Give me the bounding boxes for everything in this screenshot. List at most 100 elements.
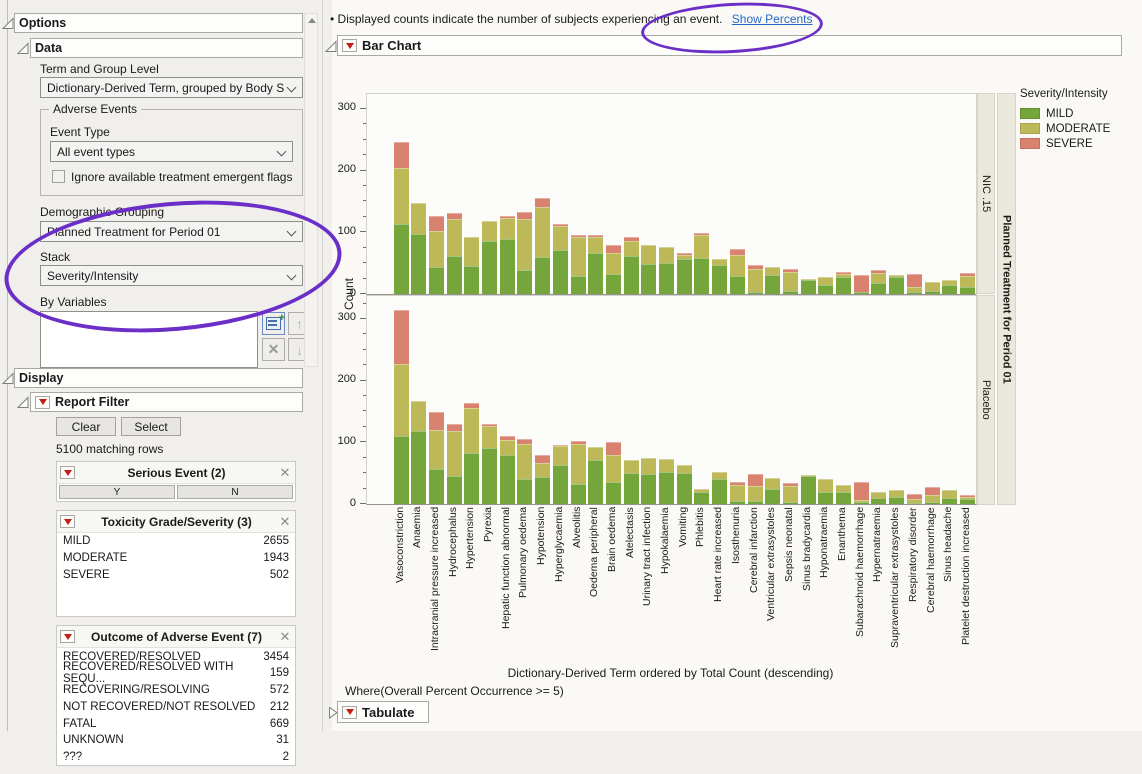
bar-segment-mild[interactable] bbox=[782, 501, 798, 504]
bar-segment-mild[interactable] bbox=[782, 290, 798, 294]
remove-button[interactable]: ✕ bbox=[262, 338, 285, 361]
event-type-dropdown[interactable]: All event types bbox=[50, 141, 293, 162]
bar-segment-moderate[interactable] bbox=[959, 496, 975, 500]
bar-segment-mild[interactable] bbox=[747, 500, 763, 504]
bar-segment-mild[interactable] bbox=[712, 265, 728, 294]
bar-segment-moderate[interactable] bbox=[765, 477, 781, 489]
bar-segment-severe[interactable] bbox=[393, 141, 409, 169]
bar-segment-mild[interactable] bbox=[871, 498, 887, 504]
bar-segment-moderate[interactable] bbox=[871, 273, 887, 283]
bar-segment-severe[interactable] bbox=[694, 232, 710, 236]
bar-segment-severe[interactable] bbox=[535, 197, 551, 208]
bar-segment-mild[interactable] bbox=[906, 502, 922, 504]
bar-segment-moderate[interactable] bbox=[747, 485, 763, 501]
bar-segment-mild[interactable] bbox=[676, 473, 692, 504]
bar-segment-mild[interactable] bbox=[853, 292, 869, 294]
bar-segment-mild[interactable] bbox=[446, 256, 462, 294]
bar-segment-mild[interactable] bbox=[712, 478, 728, 504]
bar-segment-severe[interactable] bbox=[959, 494, 975, 497]
bar-segment-moderate[interactable] bbox=[924, 281, 940, 291]
bar-segment-moderate[interactable] bbox=[446, 431, 462, 476]
filter-item-row[interactable]: UNKNOWN 31 bbox=[63, 734, 289, 747]
bar-segment-severe[interactable] bbox=[535, 454, 551, 464]
bar-segment-mild[interactable] bbox=[464, 453, 480, 504]
bar-segment-severe[interactable] bbox=[959, 273, 975, 277]
bar-segment-severe[interactable] bbox=[464, 402, 480, 408]
bar-segment-moderate[interactable] bbox=[800, 475, 816, 477]
tabulate-header[interactable]: Tabulate bbox=[337, 701, 429, 723]
bar-segment-moderate[interactable] bbox=[959, 276, 975, 288]
bar-segment-severe[interactable] bbox=[517, 439, 533, 444]
red-triangle-menu-icon[interactable] bbox=[342, 39, 357, 52]
bar-segment-mild[interactable] bbox=[535, 257, 551, 294]
bar-segment-mild[interactable] bbox=[659, 263, 674, 294]
bar-segment-severe[interactable] bbox=[747, 265, 763, 270]
bar-segment-moderate[interactable] bbox=[428, 430, 444, 470]
bar-segment-severe[interactable] bbox=[605, 244, 621, 253]
by-variables-listbox[interactable] bbox=[40, 311, 258, 368]
filter-item-row[interactable]: MILD 2655 bbox=[63, 535, 289, 548]
bar-segment-mild[interactable] bbox=[499, 455, 515, 504]
bar-segment-mild[interactable] bbox=[889, 497, 905, 504]
bar-segment-mild[interactable] bbox=[428, 266, 444, 294]
bar-segment-mild[interactable] bbox=[818, 285, 834, 294]
bar-segment-mild[interactable] bbox=[836, 492, 851, 504]
bar-segment-mild[interactable] bbox=[800, 476, 816, 504]
bar-segment-mild[interactable] bbox=[482, 447, 497, 504]
bar-segment-mild[interactable] bbox=[818, 491, 834, 504]
bar-segment-moderate[interactable] bbox=[428, 231, 444, 267]
demographic-grouping-dropdown[interactable]: Planned Treatment for Period 01 bbox=[40, 221, 303, 242]
bar-segment-mild[interactable] bbox=[942, 498, 958, 504]
bar-segment-moderate[interactable] bbox=[712, 471, 728, 479]
bar-segment-mild[interactable] bbox=[499, 238, 515, 294]
close-icon[interactable]: ✕ bbox=[279, 628, 291, 644]
bar-segment-mild[interactable] bbox=[517, 478, 533, 504]
red-triangle-menu-icon[interactable] bbox=[60, 515, 75, 528]
disclosure-open-icon[interactable] bbox=[2, 17, 15, 30]
ignore-flags-checkbox[interactable] bbox=[52, 170, 65, 183]
bar-segment-moderate[interactable] bbox=[552, 225, 568, 251]
bar-segment-severe[interactable] bbox=[676, 253, 692, 255]
options-header[interactable]: Options bbox=[14, 13, 303, 33]
bar-segment-mild[interactable] bbox=[853, 502, 869, 504]
bar-segment-moderate[interactable] bbox=[641, 458, 657, 475]
bar-segment-moderate[interactable] bbox=[464, 407, 480, 454]
filter-item-row[interactable]: FATAL 669 bbox=[63, 717, 289, 730]
filter-option-button[interactable]: N bbox=[177, 485, 293, 499]
bar-segment-moderate[interactable] bbox=[729, 484, 745, 501]
bar-segment-moderate[interactable] bbox=[906, 287, 922, 292]
add-columns-button[interactable]: + bbox=[262, 312, 285, 335]
stack-dropdown[interactable]: Severity/Intensity bbox=[40, 265, 303, 286]
bar-segment-mild[interactable] bbox=[836, 276, 851, 294]
select-button[interactable]: Select bbox=[121, 417, 181, 436]
bar-segment-moderate[interactable] bbox=[411, 401, 427, 431]
sidebar-splitter[interactable] bbox=[322, 0, 323, 731]
bar-segment-mild[interactable] bbox=[765, 274, 781, 294]
bar-segment-severe[interactable] bbox=[499, 215, 515, 219]
bar-segment-mild[interactable] bbox=[747, 291, 763, 294]
bar-segment-moderate[interactable] bbox=[411, 203, 427, 235]
bar-segment-moderate[interactable] bbox=[623, 459, 639, 474]
bar-segment-severe[interactable] bbox=[552, 223, 568, 226]
bar-segment-moderate[interactable] bbox=[482, 426, 497, 448]
bar-segment-mild[interactable] bbox=[694, 257, 710, 294]
filter-item-row[interactable]: RECOVERED/RESOLVED 3454 bbox=[63, 650, 289, 663]
bar-segment-moderate[interactable] bbox=[605, 454, 621, 483]
bar-segment-moderate[interactable] bbox=[889, 490, 905, 498]
bar-segment-moderate[interactable] bbox=[641, 244, 657, 265]
bar-segment-severe[interactable] bbox=[729, 249, 745, 256]
bar-segment-severe[interactable] bbox=[924, 486, 940, 495]
bar-segment-mild[interactable] bbox=[411, 430, 427, 504]
filter-option-button[interactable]: Y bbox=[59, 485, 175, 499]
bar-segment-moderate[interactable] bbox=[588, 447, 604, 460]
bar-segment-mild[interactable] bbox=[393, 436, 409, 504]
bar-segment-mild[interactable] bbox=[729, 275, 745, 294]
close-icon[interactable]: ✕ bbox=[279, 513, 291, 529]
bar-segment-severe[interactable] bbox=[517, 211, 533, 219]
red-triangle-menu-icon[interactable] bbox=[60, 466, 75, 479]
bar-segment-mild[interactable] bbox=[889, 276, 905, 294]
bar-segment-mild[interactable] bbox=[641, 264, 657, 294]
red-triangle-menu-icon[interactable] bbox=[60, 630, 75, 644]
bar-segment-moderate[interactable] bbox=[393, 364, 409, 437]
bar-segment-moderate[interactable] bbox=[836, 274, 851, 277]
